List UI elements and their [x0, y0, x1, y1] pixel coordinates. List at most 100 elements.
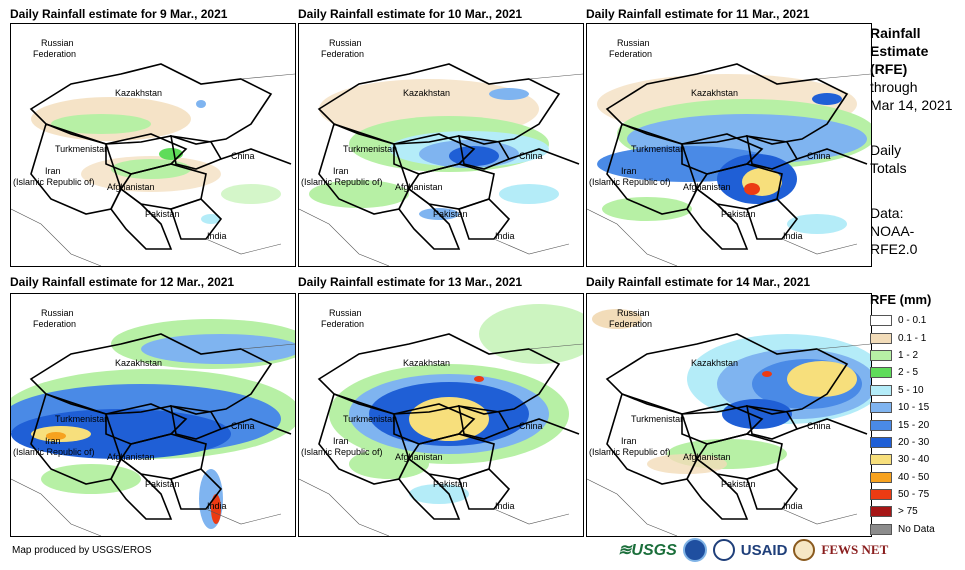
label-federation: Federation	[609, 319, 652, 329]
borders	[29, 333, 292, 520]
label-russia: Russian	[41, 308, 74, 318]
legend-item: 1 - 2	[870, 347, 935, 364]
label-china: China	[807, 421, 831, 431]
rainfall-map-10-mar: Russian Federation Kazakhstan Turkmenist…	[298, 23, 584, 267]
rainfall-overlay	[329, 304, 583, 504]
legend-label: 0 - 0.1	[898, 315, 927, 327]
label-federation: Federation	[321, 49, 364, 59]
label-pakistan: Pakistan	[433, 209, 468, 219]
borders-thin	[299, 73, 583, 266]
heading-line-1: Rainfall	[870, 25, 921, 41]
label-russia: Russian	[329, 38, 362, 48]
label-iran: Iran	[45, 166, 61, 176]
label-iran: Iran	[333, 436, 349, 446]
borders	[605, 63, 868, 250]
label-turkmenistan: Turkmenistan	[343, 144, 397, 154]
fews-seal-icon	[793, 539, 816, 561]
borders-thin	[11, 343, 295, 536]
usgs-logo: ≋USGS	[618, 542, 677, 559]
legend-swatch	[870, 523, 892, 535]
label-iran-full: (Islamic Republic of)	[589, 447, 671, 457]
legend-label: 0.1 - 1	[898, 332, 927, 344]
data-source-1: NOAA-	[870, 223, 915, 239]
legend-swatch	[870, 454, 892, 466]
sidebar-info: Rainfall Estimate (RFE) through Mar 14, …	[870, 24, 953, 258]
label-afghanistan: Afghanistan	[683, 452, 731, 462]
label-afghanistan: Afghanistan	[107, 452, 155, 462]
borders-thin	[587, 73, 871, 266]
label-china: China	[231, 421, 255, 431]
legend-swatch	[870, 506, 892, 518]
legend-swatch	[870, 402, 892, 414]
legend-item: 0 - 0.1	[870, 312, 935, 329]
label-iran: Iran	[621, 166, 637, 176]
panel-title-1: Daily Rainfall estimate for 9 Mar., 2021	[10, 7, 228, 21]
legend-swatch	[870, 367, 892, 379]
label-china: China	[519, 421, 543, 431]
label-russia: Russian	[41, 38, 74, 48]
label-iran-full: (Islamic Republic of)	[13, 177, 95, 187]
legend-item: 40 - 50	[870, 469, 935, 486]
map-canvas: Russian Federation Kazakhstan Turkmenist…	[299, 38, 583, 266]
data-source-2: RFE2.0	[870, 241, 918, 257]
label-india: India	[495, 231, 515, 241]
legend-item: 50 - 75	[870, 486, 935, 503]
label-federation: Federation	[33, 49, 76, 59]
label-turkmenistan: Turkmenistan	[631, 144, 685, 154]
logo-bar: ≋USGS USAID FEWS NET	[618, 538, 888, 562]
borders	[29, 63, 292, 250]
rainfall-map-11-mar: Russian Federation Kazakhstan Turkmenist…	[586, 23, 872, 267]
legend-label: 40 - 50	[898, 471, 930, 483]
heading-line-3: (RFE)	[870, 61, 908, 77]
label-pakistan: Pakistan	[145, 209, 180, 219]
label-pakistan: Pakistan	[721, 209, 756, 219]
label-turkmenistan: Turkmenistan	[631, 414, 685, 424]
label-iran-full: (Islamic Republic of)	[301, 447, 383, 457]
label-federation: Federation	[321, 319, 364, 329]
legend-label: 2 - 5	[898, 367, 919, 379]
through-date: Mar 14, 2021	[870, 97, 953, 113]
map-canvas: Russian Federation Kazakhstan Turkmenist…	[587, 308, 871, 536]
rainfall-overlay	[592, 309, 871, 474]
label-iran-full: (Islamic Republic of)	[589, 177, 671, 187]
label-india: India	[207, 231, 227, 241]
label-afghanistan: Afghanistan	[395, 182, 443, 192]
usaid-logo: USAID	[740, 541, 788, 559]
legend: 0 - 0.1 0.1 - 1 1 - 2 2 - 5 5 - 10 10 - 15 15 …	[870, 312, 935, 538]
label-iran: Iran	[45, 436, 61, 446]
label-russia: Russian	[617, 38, 650, 48]
label-kazakhstan: Kazakhstan	[403, 88, 450, 98]
rainfall-map-9-mar: Russian Federation Kazakhstan Turkmenist…	[10, 23, 296, 267]
rainfall-overlay	[309, 79, 559, 220]
label-kazakhstan: Kazakhstan	[115, 88, 162, 98]
legend-item: > 75	[870, 503, 935, 520]
legend-swatch	[870, 349, 892, 361]
map-canvas: Russian Federation Kazakhstan Turkmenist…	[11, 308, 295, 536]
panel-title-4: Daily Rainfall estimate for 12 Mar., 202…	[10, 275, 235, 289]
label-india: India	[783, 231, 803, 241]
legend-swatch	[870, 471, 892, 483]
label-india: India	[495, 501, 515, 511]
label-india: India	[207, 501, 227, 511]
data-label: Data:	[870, 205, 904, 221]
rainfall-map-14-mar: Russian Federation Kazakhstan Turkmenist…	[586, 293, 872, 537]
label-turkmenistan: Turkmenistan	[55, 144, 109, 154]
map-canvas: Russian Federation Kazakhstan Turkmenist…	[299, 304, 583, 536]
legend-item: 5 - 10	[870, 382, 935, 399]
legend-item: 30 - 40	[870, 451, 935, 468]
legend-item: No Data	[870, 521, 935, 538]
legend-label: 50 - 75	[898, 489, 930, 501]
panel-title-6: Daily Rainfall estimate for 14 Mar., 202…	[586, 275, 811, 289]
rainfall-map-13-mar: Russian Federation Kazakhstan Turkmenist…	[298, 293, 584, 537]
label-kazakhstan: Kazakhstan	[403, 358, 450, 368]
map-canvas: Russian Federation Kazakhstan Turkmenist…	[587, 38, 871, 266]
legend-item: 10 - 15	[870, 399, 935, 416]
legend-item: 20 - 30	[870, 434, 935, 451]
legend-label: 15 - 20	[898, 419, 930, 431]
map-canvas: Russian Federation Kazakhstan Turkmenist…	[11, 38, 295, 266]
label-kazakhstan: Kazakhstan	[691, 88, 738, 98]
label-turkmenistan: Turkmenistan	[55, 414, 109, 424]
legend-swatch	[870, 315, 892, 327]
label-pakistan: Pakistan	[721, 479, 756, 489]
legend-label: 1 - 2	[898, 349, 919, 361]
